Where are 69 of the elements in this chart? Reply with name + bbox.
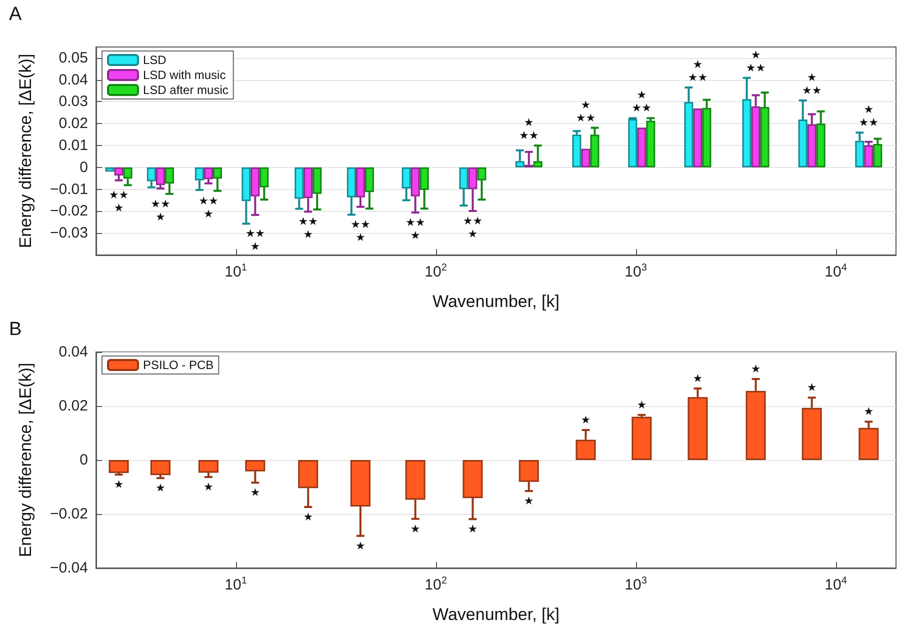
y-tick-label: −0.02 bbox=[50, 506, 88, 522]
annotation: ★ bbox=[303, 510, 314, 524]
annotation: ★ bbox=[410, 522, 420, 536]
y-tick-label: −0.03 bbox=[50, 224, 88, 242]
legend-label: PSILO - PCB bbox=[143, 358, 214, 372]
annotation: ★★ bbox=[519, 129, 539, 142]
annotation: ★★ bbox=[198, 194, 218, 208]
annotation: ★ bbox=[750, 362, 761, 376]
y-tick-label: 0.03 bbox=[58, 93, 88, 110]
annotation: ★ bbox=[410, 229, 420, 242]
annotation: ★★ bbox=[298, 215, 318, 228]
annotation: ★ bbox=[250, 486, 260, 500]
y-tick-label: 0.02 bbox=[58, 115, 88, 132]
annotation: ★ bbox=[204, 480, 214, 494]
annotation: ★ bbox=[864, 405, 874, 418]
x-axis-title: Wavenumber, [k] bbox=[432, 605, 560, 624]
annotation: ★ bbox=[468, 227, 478, 240]
annotation: ★★ bbox=[245, 227, 266, 240]
annotation: ★ bbox=[806, 381, 817, 394]
legend-label: LSD after music bbox=[143, 83, 228, 97]
annotation: ★★ bbox=[108, 188, 129, 202]
y-tick-label: 0 bbox=[80, 452, 88, 468]
annotation: ★ bbox=[356, 231, 366, 244]
annotation: ★ bbox=[636, 88, 647, 102]
annotation: ★ bbox=[806, 70, 817, 84]
annotation: ★★ bbox=[858, 116, 879, 130]
annotation: ★ bbox=[114, 478, 124, 492]
annotation: ★ bbox=[204, 207, 214, 220]
y-tick-label: −0.01 bbox=[50, 180, 88, 198]
annotation: ★★ bbox=[405, 216, 426, 230]
annotation: ★★ bbox=[632, 102, 652, 115]
legend-label: LSD bbox=[143, 53, 167, 67]
annotation: ★ bbox=[303, 228, 314, 242]
annotation: ★★ bbox=[576, 111, 596, 124]
annotation: ★ bbox=[156, 482, 166, 495]
annotation: ★★ bbox=[688, 71, 708, 84]
annotation: ★ bbox=[250, 240, 260, 254]
chart-title: A bbox=[9, 4, 22, 25]
y-tick-label: 0 bbox=[80, 158, 88, 176]
annotation: ★ bbox=[468, 522, 478, 536]
annotation: ★ bbox=[356, 539, 366, 552]
annotation: ★ bbox=[580, 414, 591, 427]
annotation: ★ bbox=[524, 494, 534, 508]
y-tick-label: 0.01 bbox=[58, 137, 88, 154]
annotation: ★ bbox=[524, 116, 534, 130]
y-tick-label: 0.04 bbox=[58, 71, 88, 88]
annotation: ★ bbox=[580, 98, 591, 112]
y-axis-title: Energy difference, [ΔE(k)] bbox=[16, 54, 35, 248]
y-tick-label: −0.02 bbox=[50, 202, 88, 220]
y-axis-title: Energy difference, [ΔE(k)] bbox=[16, 362, 35, 558]
annotation: ★★ bbox=[350, 218, 370, 232]
y-tick-label: −0.04 bbox=[50, 560, 88, 576]
annotation: ★ bbox=[114, 202, 124, 215]
annotation: ★★ bbox=[462, 214, 483, 228]
x-axis-title: Wavenumber, [k] bbox=[432, 292, 560, 311]
y-tick-label: 0.04 bbox=[58, 344, 88, 360]
annotation: ★ bbox=[692, 372, 703, 385]
annotation: ★★ bbox=[802, 84, 822, 97]
annotation: ★ bbox=[864, 103, 874, 116]
annotation: ★ bbox=[156, 210, 166, 224]
y-tick-label: 0.02 bbox=[58, 398, 88, 414]
annotation: ★ bbox=[692, 58, 703, 72]
y-tick-label: 0.05 bbox=[58, 49, 88, 66]
legend-label: LSD with music bbox=[143, 68, 226, 82]
annotation: ★ bbox=[750, 48, 761, 62]
annotation: ★★ bbox=[150, 197, 170, 210]
chart-title: B bbox=[9, 319, 22, 340]
annotation: ★★ bbox=[746, 61, 766, 74]
annotation: ★ bbox=[636, 398, 647, 412]
